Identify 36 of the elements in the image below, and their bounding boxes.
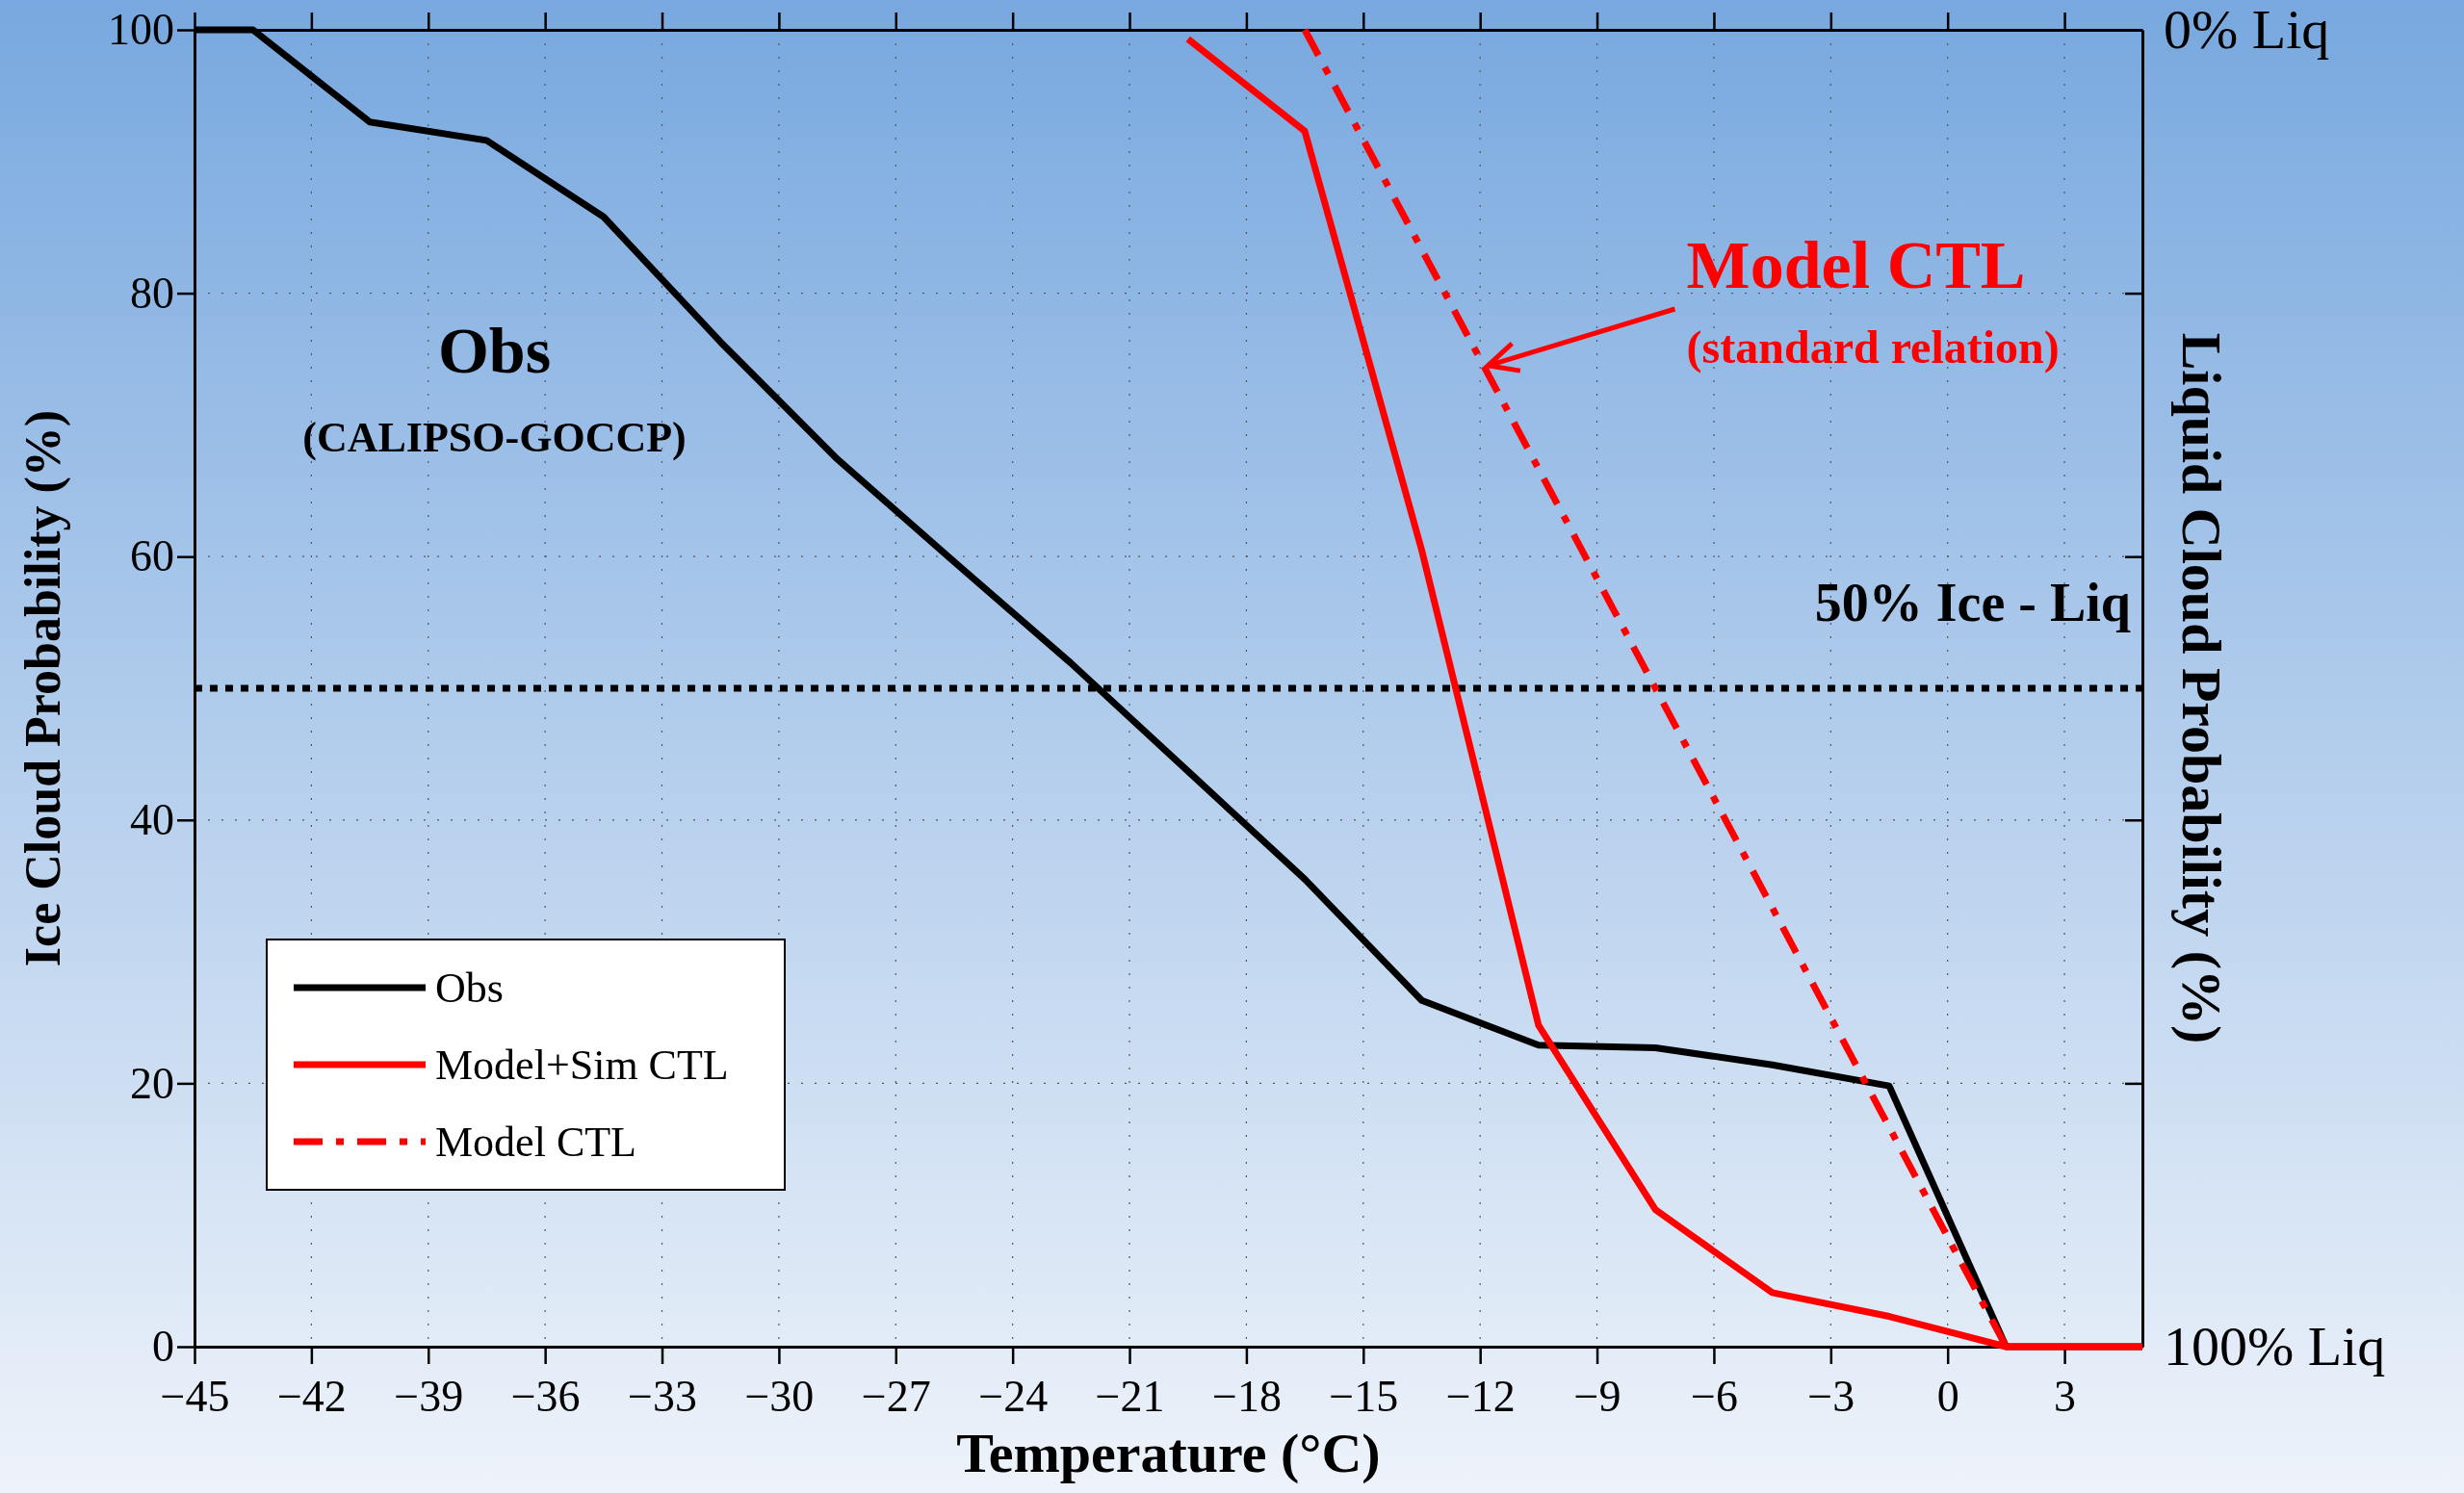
annotation: Obs	[437, 313, 552, 387]
x-tick-label: −6	[1690, 1372, 1738, 1421]
x-tick-label: 0	[1936, 1372, 1959, 1421]
y-tick-label: 0	[152, 1322, 174, 1372]
y-axis-title: Ice Cloud Probability (%)	[15, 409, 71, 967]
x-tick-label: −3	[1807, 1372, 1855, 1421]
y-tick-label: 100	[108, 5, 174, 55]
x-tick-label: −45	[160, 1372, 230, 1421]
legend-label: Model+Sim CTL	[435, 1042, 729, 1090]
y-tick-label: 40	[130, 795, 174, 845]
x-tick-label: −42	[276, 1372, 347, 1421]
x-tick-label: −33	[628, 1372, 697, 1421]
legend-label: Obs	[435, 965, 504, 1013]
legend-label: Model CTL	[435, 1119, 636, 1167]
y2-tick-label: 100% Liq	[2164, 1315, 2386, 1378]
y2-axis-title: Liquid Cloud Probability (%)	[2169, 332, 2233, 1044]
y-tick-label: 60	[130, 531, 174, 581]
x-tick-label: −39	[394, 1372, 464, 1421]
y-tick-label: 20	[130, 1058, 174, 1108]
x-tick-label: −27	[861, 1372, 931, 1421]
x-tick-label: −24	[978, 1372, 1049, 1421]
x-tick-label: −15	[1329, 1372, 1399, 1421]
x-tick-label: 3	[2054, 1372, 2077, 1421]
y2-tick-label: 0% Liq	[2164, 0, 2330, 62]
ref-line-label: 50% Ice - Liq	[1814, 573, 2131, 632]
x-tick-label: −9	[1573, 1372, 1621, 1421]
annotation: (standard relation)	[1686, 322, 2060, 374]
x-tick-label: −12	[1445, 1372, 1516, 1421]
annotation: Model CTL	[1686, 228, 2026, 303]
annotation: (CALIPSO-GOCCP)	[302, 413, 687, 461]
x-tick-label: −21	[1095, 1372, 1165, 1421]
x-tick-label: −18	[1211, 1372, 1282, 1421]
x-tick-label: −36	[510, 1372, 581, 1421]
x-tick-label: −30	[744, 1372, 815, 1421]
x-axis-title: Temperature (°C)	[956, 1422, 1381, 1484]
y-tick-label: 80	[130, 268, 174, 318]
